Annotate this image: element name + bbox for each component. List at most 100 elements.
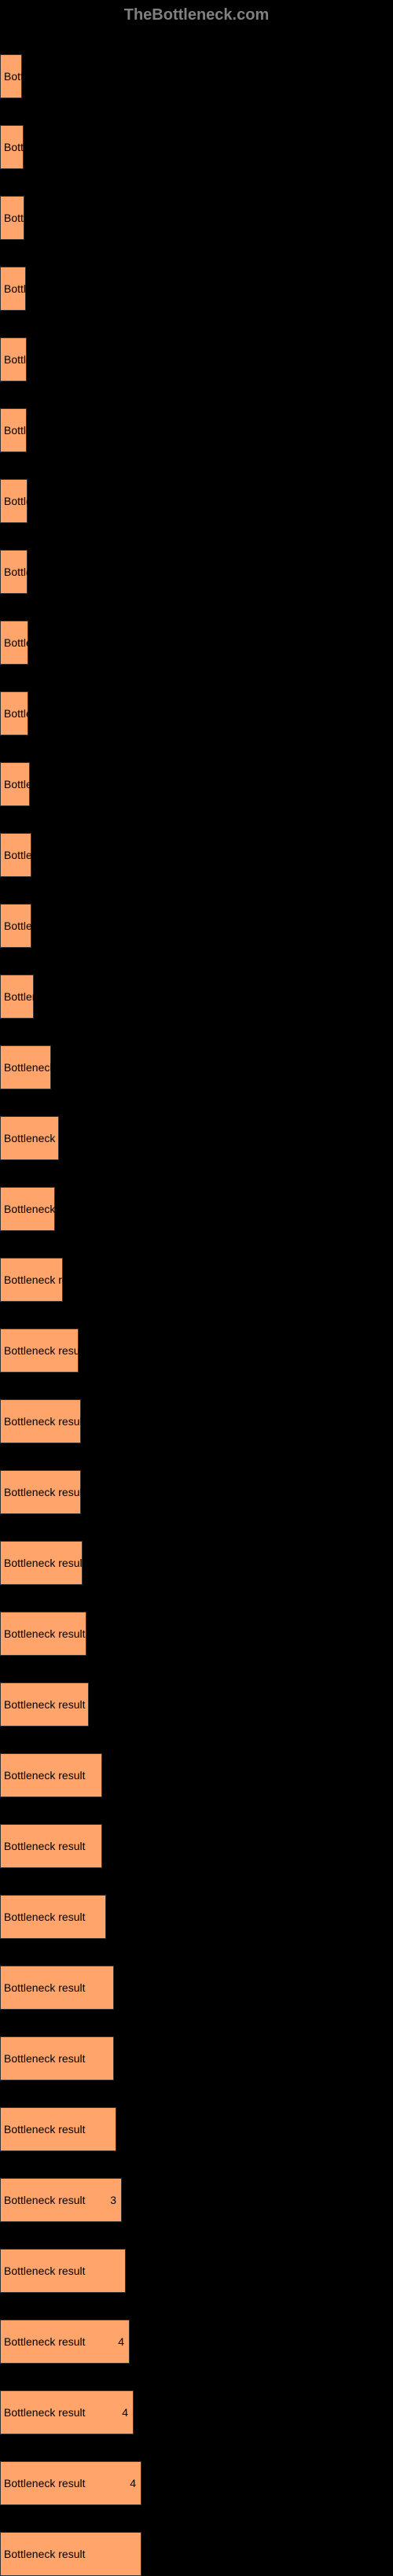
chart-row: NVIDIA GeForce 940M Bottleneck result	[0, 2505, 393, 2576]
row-label: NVIDIA GeForce GTX 485M	[0, 175, 116, 187]
bar: Bottleneck result	[0, 1895, 106, 1939]
chart-row: AMD Radeon Pro WX 2100Bottleneck result	[0, 1514, 393, 1585]
bar: Bottleneck result3	[0, 2178, 122, 2222]
row-label: NVIDIA GeForce 940MX	[0, 1237, 101, 1249]
bar: Bottlen	[0, 833, 31, 877]
bar: Bottle	[0, 479, 28, 523]
bar: Bottleneck resul	[0, 1116, 59, 1160]
bar-text: Bottleneck result	[1, 1698, 86, 1711]
row-label: AMD Radeon Pro WX 4130	[0, 742, 109, 754]
row-label: NVIDIA GeForce MX150	[0, 388, 101, 400]
bar-value: 4	[118, 2335, 124, 2348]
row-label: NVIDIA Quadro M520	[0, 34, 90, 46]
bar: Bottle	[0, 550, 28, 594]
bar: Bottle	[0, 691, 28, 735]
chart-row: NVIDIA Quadro M500M Bottleneck re	[0, 1019, 393, 1089]
bar: Bottleneck result	[0, 1329, 79, 1373]
bar-text: Bottleneck result	[1, 2335, 86, 2348]
bar: Bottlen	[0, 762, 30, 806]
chart-row: AMD Radeon HD 8790MBottleneck res	[0, 1160, 393, 1231]
row-label: AMD Radeon R9 M370X	[0, 883, 100, 895]
chart-row: NVIDIA GeForce 940MXBottleneck result	[0, 1231, 393, 1302]
bar-text: Bottlen	[1, 849, 39, 861]
chart-row: NVIDIA GeForce 840M Bottleneck result	[0, 2010, 393, 2080]
bar-text: Bottleneck res	[1, 1203, 74, 1215]
bar-text: Bottleneck result	[1, 2265, 86, 2277]
bar: Bottleneck res	[0, 1187, 55, 1231]
bottleneck-bar-chart: NVIDIA Quadro M520 Bott AMD Radeon R9 M275…	[0, 28, 393, 2576]
bar: Bottleneck result	[0, 2036, 114, 2080]
chart-row: AMD Radeon R9 M290XBottleneck result4	[0, 2364, 393, 2434]
bar-text: Bottleneck result	[1, 1415, 86, 1428]
chart-row: AMD Radeon R9 M370X Bottlen	[0, 877, 393, 948]
chart-row: NVIDIA GeForce GT 750M Bottleneck result	[0, 1939, 393, 2010]
bar-text: Bottleneck result	[1, 2052, 86, 2065]
bar: Bottleneck re	[0, 1045, 51, 1089]
bar-text: Bottleneck re	[1, 1061, 68, 1074]
bar-text: Bottl	[1, 282, 26, 295]
row-label: AMD Radeon R9 M265X	[0, 1591, 100, 1603]
row-label: NVIDIA GeForce MX130	[0, 1874, 101, 1886]
row-label: NVIDIA Quadro M600M	[0, 671, 98, 683]
chart-row: NVIDIA Quadro M520 Bott	[0, 28, 393, 98]
bar-text: Bott	[1, 70, 24, 83]
bar: Bottl	[0, 267, 26, 311]
chart-row: Intel Iris Plus 640Bottleneck result	[0, 1443, 393, 1514]
chart-row: AMD Radeon R9 M265X Bottleneck result	[0, 1585, 393, 1656]
bar-value: 4	[130, 2477, 136, 2489]
bar: Bottleneck result	[0, 1753, 102, 1797]
chart-row: AMD Radeon R7 M370 Bottleneck result	[0, 1727, 393, 1797]
bar-text: Bottleneck result	[1, 2548, 86, 2560]
chart-row: AMD Radeon HD 6900M Bottleneck result3	[0, 2151, 393, 2222]
chart-row: NVIDIA GeForce GTX 670MBottleneck resul	[0, 1089, 393, 1160]
bar-text: Bottleneck result	[1, 2406, 86, 2419]
bar-text: Bottle	[1, 566, 32, 578]
bar: Bottleneck result	[0, 1682, 89, 1727]
bar: Bottle	[0, 621, 28, 665]
row-label: NVIDIA GeForce 840M	[0, 2016, 94, 2028]
bar-text: Bottlen	[1, 778, 39, 790]
chart-row: NVIDIA GeForce MX230Bottle	[0, 594, 393, 665]
bar-text: Bottleneck result	[1, 1627, 86, 1640]
bar: Bott	[0, 125, 24, 169]
bar-text: Bottleneck result	[1, 2194, 86, 2206]
chart-row: NVIDIA GeForce 945MBottleneck result	[0, 1373, 393, 1443]
chart-row: NVIDIA GeForce 845MBottle	[0, 452, 393, 523]
row-label: NVIDIA GeForce 930M	[0, 2299, 94, 2311]
chart-row: NVIDIA GeForce GTX 950M Bottle	[0, 311, 393, 381]
bar-text: Bottl	[1, 212, 26, 224]
bar: Bottleneck result	[0, 1470, 81, 1514]
chart-row: NVIDIA GeForce GT 755MBottleneck result	[0, 1302, 393, 1373]
bar-text: Bottleneck result	[1, 1486, 86, 1498]
chart-row: NVIDIA GeForce MX130 Bottleneck result	[0, 1868, 393, 1939]
bar: Bottleneck result	[0, 2107, 116, 2151]
bar: Bottleneck result	[0, 1966, 114, 2010]
bar: Bottl	[0, 196, 24, 240]
bar-text: Bottle	[1, 424, 32, 437]
row-label: AMD Radeon HD 7870M	[0, 246, 101, 258]
bar: Bottle	[0, 337, 27, 381]
bar: Bottleneck result4	[0, 2461, 141, 2505]
row-label: AMD Radeon HD 6900M	[0, 2158, 101, 2169]
row-label: NVIDIA GeForce 940M	[0, 2512, 94, 2523]
row-label: AMD Radeon R9 M275X	[0, 105, 100, 116]
row-label: NVIDIA GeForce GTX 765M	[0, 2441, 116, 2453]
row-label: AMD Radeon R7 M370	[0, 1733, 93, 1745]
bar-text: Bottlene	[1, 990, 44, 1003]
bar-text: Bottlen	[1, 919, 39, 932]
chart-row: NVIDIA GeForce GTX 765M Bottleneck result…	[0, 2434, 393, 2505]
bar-text: Bottleneck result	[1, 2123, 86, 2136]
row-label: NVIDIA GeForce GTX 580M	[0, 529, 116, 541]
row-label: NVIDIA GeForce GT 750M	[0, 1945, 109, 1957]
chart-row: NVIDIA GeForce GT 650M Bottleneck result	[0, 2222, 393, 2293]
row-label: NVIDIA GeForce GTX 950M	[0, 317, 116, 329]
bar-text: Bottleneck result	[1, 1344, 86, 1357]
bar-value: 4	[122, 2406, 128, 2419]
row-label: NVIDIA GeForce GT 650M	[0, 2228, 109, 2240]
chart-row: NVIDIA GeForce GT 745MBottleneck result	[0, 2080, 393, 2151]
chart-row: NVIDIA Quadro M600M Bottle	[0, 665, 393, 735]
bar: Bottlene	[0, 975, 34, 1019]
bar-text: Bottleneck result	[1, 1840, 86, 1852]
bar: Bottleneck result	[0, 2532, 141, 2576]
row-label: NVIDIA Quadro M500M	[0, 1025, 98, 1037]
